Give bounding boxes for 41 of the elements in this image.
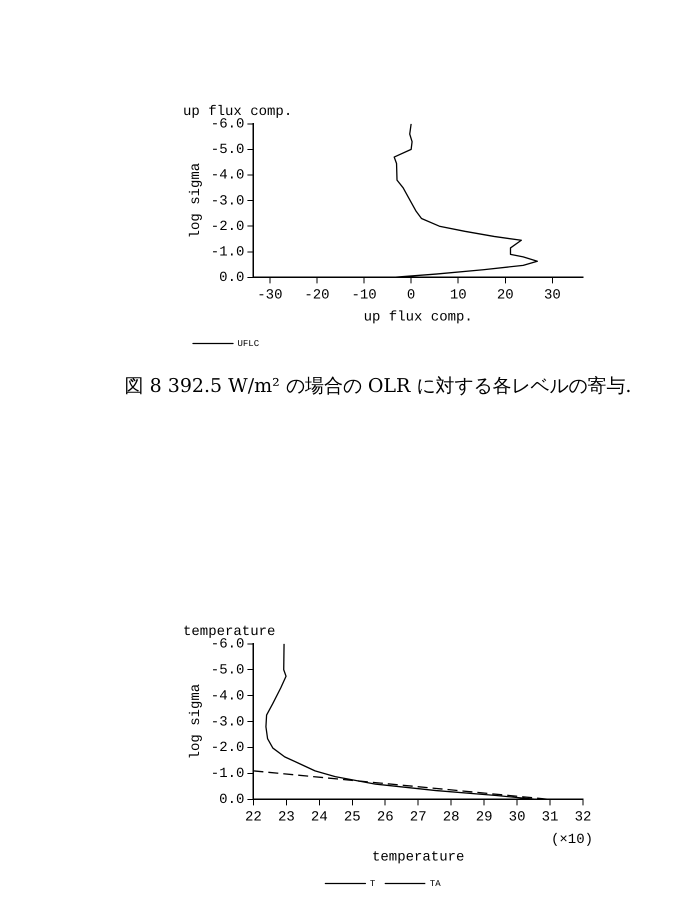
- y-tick-label: -3.0: [210, 714, 244, 730]
- y-tick-label: -5.0: [210, 142, 244, 158]
- x-tick-label: 10: [450, 288, 467, 304]
- legend-label: T: [370, 878, 376, 889]
- x-tick-label: 32: [574, 810, 592, 826]
- x-tick-label: 25: [344, 810, 361, 826]
- x-tick-label: 31: [542, 810, 558, 826]
- y-tick-label: -1.0: [210, 766, 244, 782]
- x-axis-title: temperature: [372, 849, 464, 866]
- x-tick-label: 30: [544, 288, 561, 304]
- y-tick-label: -5.0: [210, 662, 244, 678]
- legend-label: TA: [430, 878, 442, 889]
- x-tick-label: 22: [245, 810, 262, 826]
- x-tick-label: 28: [442, 810, 460, 826]
- x-tick-label: 30: [508, 810, 526, 826]
- x-tick-label: 29: [476, 810, 493, 826]
- y-tick-label: -4.0: [210, 168, 244, 184]
- x-tick-label: 0: [406, 288, 416, 304]
- x-tick-label: 20: [496, 288, 514, 304]
- y-tick-label: -3.0: [210, 193, 244, 210]
- x-tick-label: 26: [376, 810, 394, 826]
- y-axis-title: log sigma: [188, 684, 204, 760]
- text: (×10): [550, 832, 593, 848]
- y-tick-label: -4.0: [210, 688, 244, 704]
- x-tick-label: -20: [304, 288, 330, 304]
- x-tick-label: 23: [278, 810, 295, 826]
- y-tick-label: 0.0: [219, 792, 244, 808]
- y-tick-label: -1.0: [210, 244, 244, 261]
- y-tick-label: 0.0: [219, 270, 244, 286]
- x-tick-label: -30: [257, 288, 282, 304]
- legend-label: UFLC: [238, 338, 260, 349]
- x-axis-title: up flux comp.: [364, 309, 473, 326]
- y-tick-label: -6.0: [210, 636, 244, 653]
- caption: 図 8 392.5 W/m² の場合の OLR に対する各レベルの寄与.: [124, 374, 632, 399]
- x-tick-label: 24: [310, 810, 328, 826]
- y-tick-label: -6.0: [210, 116, 244, 133]
- y-tick-label: -2.0: [210, 740, 244, 756]
- y-tick-label: -2.0: [210, 218, 244, 235]
- y-axis-title: log sigma: [188, 162, 204, 238]
- x-tick-label: 27: [410, 810, 427, 826]
- x-tick-label: -10: [351, 288, 377, 304]
